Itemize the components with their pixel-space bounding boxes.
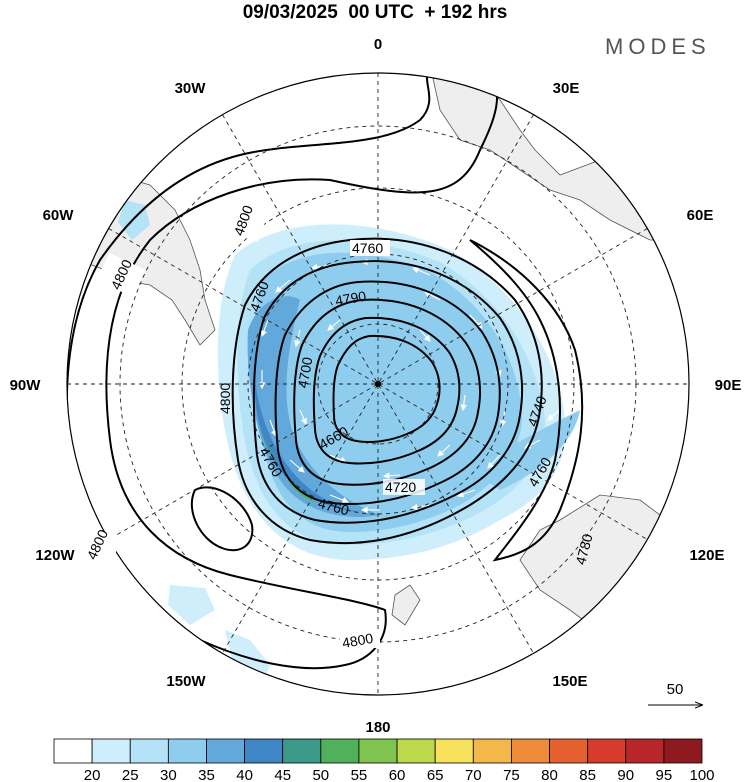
colorbar-swatch bbox=[206, 738, 245, 764]
colorbar-label: 65 bbox=[427, 767, 444, 782]
contour-4800-closed-low bbox=[190, 486, 254, 552]
colorbar-label: 90 bbox=[617, 767, 634, 782]
colorbar: 20 25 30 35 40 45 50 55 60 65 70 75 80 85 90 95 100 bbox=[53, 738, 715, 782]
colorbar-label: 80 bbox=[541, 767, 558, 782]
colorbar-label: 30 bbox=[160, 767, 177, 782]
contour-4800-outer bbox=[67, 73, 499, 670]
contour-label-4760-s: 4760 bbox=[317, 495, 351, 519]
colorbar-swatch bbox=[91, 738, 131, 764]
contour-label-4700: 4700 bbox=[294, 356, 315, 390]
contour-label-4800-c: 4800 bbox=[217, 383, 233, 414]
lon-label-0: 0 bbox=[374, 36, 382, 53]
lon-label-150w: 150W bbox=[166, 673, 206, 690]
lon-label-150e: 150E bbox=[552, 673, 587, 690]
colorbar-label: 75 bbox=[503, 767, 520, 782]
colorbar-swatch bbox=[282, 738, 322, 764]
geopotential-contours bbox=[67, 73, 584, 670]
colorbar-swatch bbox=[587, 738, 627, 764]
colorbar-label: 100 bbox=[689, 767, 714, 782]
colorbar-label: 55 bbox=[351, 767, 368, 782]
contour-4780 bbox=[469, 239, 584, 562]
colorbar-swatch bbox=[320, 738, 360, 764]
colorbar-swatch bbox=[472, 738, 512, 764]
lon-label-30w: 30W bbox=[175, 80, 207, 97]
contour-label-4760-top: 4760 bbox=[352, 240, 383, 256]
colorbar-swatch bbox=[434, 738, 474, 764]
contour-label-4800-bottom: 4800 bbox=[341, 630, 375, 651]
contour-4660 bbox=[332, 334, 441, 443]
colorbar-label: 70 bbox=[465, 767, 482, 782]
colorbar-label: 20 bbox=[84, 767, 101, 782]
colorbar-label: 95 bbox=[656, 767, 673, 782]
wind-vectors bbox=[258, 258, 561, 514]
pole-marker bbox=[375, 381, 381, 387]
contour-4740 bbox=[252, 260, 524, 524]
colorbar-swatch bbox=[53, 738, 93, 764]
colorbar-label: 35 bbox=[198, 767, 215, 782]
colorbar-swatch bbox=[129, 738, 169, 764]
shade-30-35 bbox=[253, 252, 523, 532]
colorbar-swatch bbox=[167, 738, 207, 764]
lon-label-180: 180 bbox=[365, 719, 390, 736]
colorbar-swatch bbox=[396, 738, 436, 764]
lon-label-60e: 60E bbox=[687, 207, 714, 224]
longitude-labels: 0 30E 60E 90E 120E 150E 180 150W 120W 90… bbox=[10, 36, 742, 736]
shade-tail-east bbox=[470, 410, 580, 490]
colorbar-swatch bbox=[549, 738, 589, 764]
wind-reference-vector: 50 bbox=[648, 681, 702, 705]
colorbar-label: 40 bbox=[236, 767, 253, 782]
colorbar-label: 60 bbox=[389, 767, 406, 782]
contour-label-4720: 4720 bbox=[385, 479, 416, 495]
lon-label-90e: 90E bbox=[715, 377, 742, 394]
lon-label-60w: 60W bbox=[43, 207, 75, 224]
map-boundary bbox=[66, 72, 690, 696]
colorbar-label: 50 bbox=[312, 767, 329, 782]
shade-sw-patch bbox=[168, 585, 215, 625]
new-zealand-land bbox=[391, 584, 421, 626]
colorbar-label: 25 bbox=[122, 767, 139, 782]
lon-label-120e: 120E bbox=[689, 547, 724, 564]
brand-name: MODES bbox=[605, 34, 711, 59]
colorbar-swatch bbox=[244, 738, 284, 764]
colorbar-label: 85 bbox=[579, 767, 596, 782]
graticule bbox=[67, 73, 689, 695]
colorbar-swatch bbox=[511, 738, 550, 764]
reference-vector-value: 50 bbox=[667, 681, 684, 698]
colorbar-swatch bbox=[358, 738, 398, 764]
contour-label-4780: 4780 bbox=[572, 532, 596, 566]
contour-label-group: 4800 4800 4800 4800 4760 4760 4790 4700 … bbox=[72, 199, 596, 651]
shade-sw-patch-2 bbox=[225, 630, 270, 690]
colorbar-swatch bbox=[663, 738, 703, 764]
colorbar-label: 45 bbox=[274, 767, 291, 782]
lon-label-30e: 30E bbox=[553, 80, 580, 97]
colorbar-swatch bbox=[625, 738, 665, 764]
contour-4720 bbox=[274, 280, 501, 505]
lon-label-120w: 120W bbox=[35, 547, 75, 564]
lon-label-90w: 90W bbox=[10, 377, 42, 394]
modes-logo: MODES bbox=[605, 34, 711, 60]
contour-label-4790: 4790 bbox=[334, 288, 368, 309]
map-title: 09/03/2025 00 UTC + 192 hrs bbox=[242, 2, 508, 23]
contour-4680 bbox=[312, 316, 461, 465]
contour-4760 bbox=[231, 237, 543, 545]
